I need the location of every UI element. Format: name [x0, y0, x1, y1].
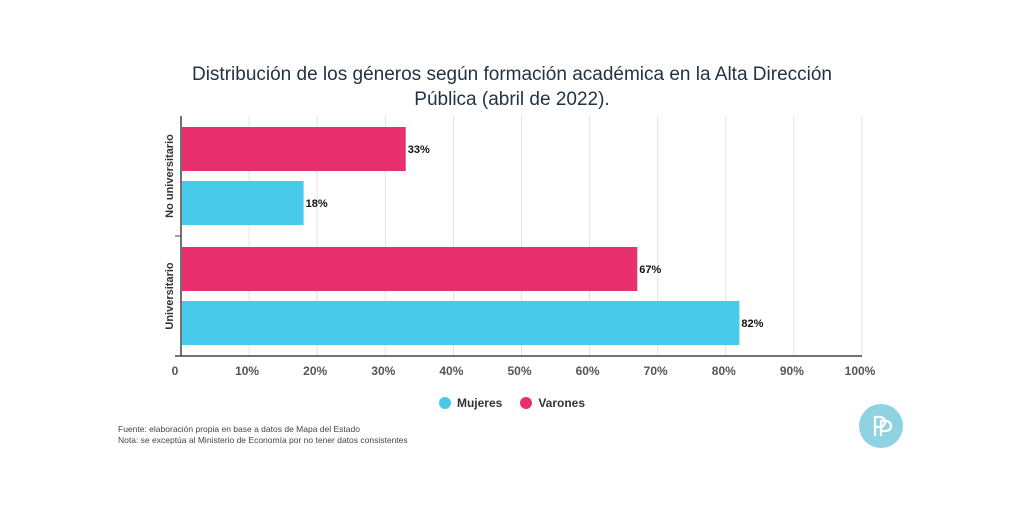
source-note: Fuente: elaboración propia en base a dat… — [118, 424, 360, 434]
chart-title-line-2: Pública (abril de 2022). — [414, 89, 610, 110]
legend: Mujeres Varones — [0, 396, 1024, 410]
bar-varones-no-universitario — [182, 127, 406, 171]
bar-mujeres-no-universitario — [182, 181, 304, 225]
x-tick-label: 80% — [712, 364, 736, 378]
bar-value-label: 33% — [408, 144, 430, 156]
x-tick-label: 40% — [439, 364, 463, 378]
bar-value-label: 67% — [639, 264, 661, 276]
x-tick-label: 60% — [576, 364, 600, 378]
bar-mujeres-universitario — [182, 301, 740, 345]
x-tick-label: 70% — [644, 364, 668, 378]
bar-varones-universitario — [182, 247, 638, 291]
x-tick-label: 20% — [303, 364, 327, 378]
chart-title-line-1: Distribución de los géneros según formac… — [191, 64, 832, 85]
chart-title: Distribución de los géneros según formac… — [112, 62, 912, 112]
legend-item-varones: Varones — [520, 396, 585, 410]
category-label: No universitario — [164, 134, 176, 218]
legend-label-mujeres: Mujeres — [456, 396, 503, 410]
x-tick-label: 100% — [845, 364, 876, 378]
x-tick-label: 50% — [507, 364, 531, 378]
category-label: Universitario — [164, 262, 176, 330]
pp-logo-icon — [859, 404, 903, 448]
pp-logo-glyph — [873, 415, 893, 436]
legend-item-mujeres: Mujeres — [438, 396, 503, 410]
bar-value-label: 82% — [741, 318, 763, 330]
legend-label-varones: Varones — [538, 396, 586, 410]
x-tick-label: 0 — [172, 364, 179, 378]
x-tick-label: 10% — [235, 364, 259, 378]
legend-swatch-mujeres — [438, 397, 451, 409]
legend-swatch-varones — [520, 397, 533, 409]
footnotes: Fuente: elaboración propia en base a dat… — [118, 424, 408, 446]
x-tick-label: 30% — [371, 364, 395, 378]
exception-note: Nota: se exceptúa al Ministerio de Econo… — [118, 435, 408, 445]
x-tick-label: 90% — [780, 364, 804, 378]
bar-value-label: 18% — [306, 198, 328, 210]
